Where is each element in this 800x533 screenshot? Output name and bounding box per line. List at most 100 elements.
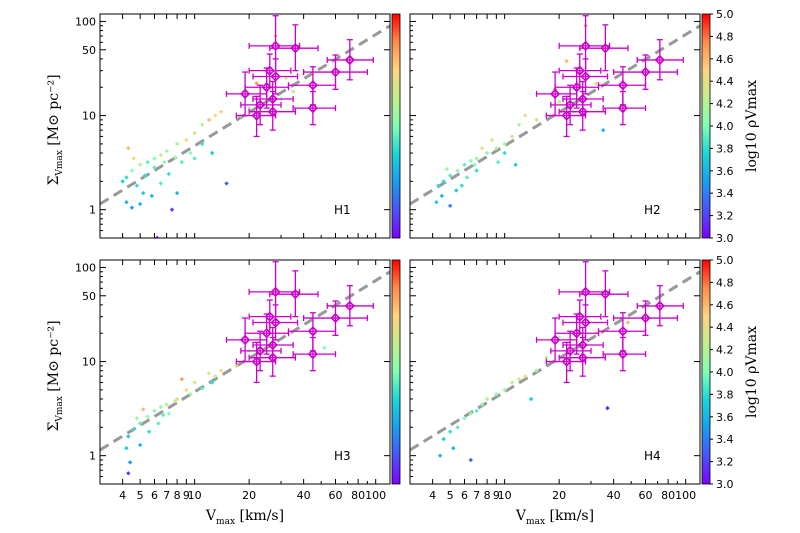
sim-point <box>199 141 205 147</box>
y-label-subscript: Vmax <box>55 150 65 176</box>
sim-point <box>218 368 224 373</box>
sim-point <box>145 159 150 165</box>
sim-point <box>126 434 131 439</box>
x-label-units: [km/s] <box>235 508 284 524</box>
sim-point <box>439 193 445 199</box>
x-tick-label: 80 <box>661 489 675 502</box>
observed-point <box>600 43 611 54</box>
x-tick-label: 80 <box>351 489 365 502</box>
sim-point <box>523 373 528 379</box>
sim-point <box>213 113 218 118</box>
sim-point <box>218 109 224 114</box>
colorbar-label: log10 ρVmax <box>744 80 760 172</box>
colorbar <box>701 13 711 239</box>
sim-point <box>434 200 439 205</box>
x-label-subscript: max <box>216 517 235 527</box>
x-axis-label: Vmax [km/s] <box>205 508 284 527</box>
sim-point <box>625 320 631 325</box>
x-tick-label: 8 <box>174 489 181 502</box>
sim-point <box>192 156 197 161</box>
panel-frame <box>409 259 701 485</box>
colorbar-label: log10 ρVmax <box>744 326 760 418</box>
sim-point <box>124 175 129 180</box>
sim-point <box>436 183 441 188</box>
panel-frame <box>99 259 391 485</box>
sim-point <box>152 408 157 413</box>
observed-point <box>580 286 591 298</box>
sim-point <box>146 429 152 434</box>
sim-point <box>528 396 534 402</box>
sim-point <box>127 460 133 465</box>
sim-point <box>502 141 507 147</box>
observed-point <box>564 345 576 356</box>
sim-point <box>484 396 490 402</box>
x-label-symbol: V <box>515 508 527 524</box>
observed-point <box>580 40 591 52</box>
observed-point <box>307 102 319 114</box>
observed-point <box>330 312 341 324</box>
sim-point <box>206 371 212 376</box>
y-label-units: [M⊙ pc⁻²] <box>46 74 62 150</box>
sim-point <box>162 159 167 165</box>
sim-point <box>459 183 465 188</box>
sim-point <box>137 442 143 448</box>
x-tick-label: 4 <box>429 489 436 502</box>
colorbar-tick-label: 4.0 <box>716 120 734 133</box>
sim-point <box>124 200 129 205</box>
sim-point <box>534 368 539 373</box>
sim-point <box>192 380 197 385</box>
sim-point <box>523 113 528 118</box>
y-label-subscript: Vmax <box>55 396 65 422</box>
sim-point <box>474 156 479 161</box>
sim-point <box>192 130 197 136</box>
sim-point <box>472 162 477 167</box>
sim-point <box>502 387 507 393</box>
colorbar-tick-label: 3.0 <box>716 478 734 491</box>
sim-point <box>479 145 485 151</box>
sim-point <box>494 391 499 397</box>
sim-point <box>246 105 252 111</box>
observed-point <box>344 54 355 66</box>
x-tick-label: 6 <box>151 489 158 502</box>
sim-point <box>179 376 185 382</box>
sim-point <box>156 421 161 426</box>
x-label-subscript: max <box>526 517 545 527</box>
x-tick-label: 10 <box>498 489 512 502</box>
observed-point <box>617 326 629 337</box>
observed-point <box>330 66 341 78</box>
sim-point <box>174 141 180 147</box>
sim-point <box>154 235 160 238</box>
y-tick-label: 50 <box>82 290 96 303</box>
fit-line <box>100 24 390 206</box>
y-label-symbol: Σ <box>46 176 62 186</box>
sim-point <box>513 162 518 167</box>
colorbar-tick-label: 3.8 <box>716 388 734 401</box>
observed-point <box>600 289 611 300</box>
x-tick-label: 9 <box>183 489 190 502</box>
x-tick-label: 5 <box>447 489 454 502</box>
observed-point <box>561 110 572 121</box>
x-tick-label: 5 <box>137 489 144 502</box>
sim-point <box>593 81 599 86</box>
sim-point <box>179 159 185 165</box>
sim-point <box>224 181 229 186</box>
colorbar-tick-label: 4.4 <box>716 321 734 334</box>
sim-point <box>494 145 499 151</box>
panel-label: H3 <box>334 449 351 463</box>
sim-point <box>290 89 296 94</box>
y-label-symbol: Σ <box>46 422 62 432</box>
x-tick-label: 9 <box>493 489 500 502</box>
sim-point <box>454 188 459 193</box>
sim-point <box>166 171 172 177</box>
colorbar-tick-label: 4.4 <box>716 75 734 88</box>
observed-point <box>640 312 651 324</box>
sim-point <box>509 380 515 385</box>
observed-point <box>251 356 262 367</box>
sim-point <box>484 150 490 156</box>
sim-point <box>172 155 178 160</box>
panel-frame <box>99 13 391 239</box>
sim-point <box>516 376 522 382</box>
panel-h4: 4 5 6 7 8 910 20 40 60 80 100 H4 3.0 3.2 3.4 3.6 3.8 4.0 4… <box>409 254 760 527</box>
sim-point <box>137 162 143 167</box>
sim-point <box>322 345 327 351</box>
